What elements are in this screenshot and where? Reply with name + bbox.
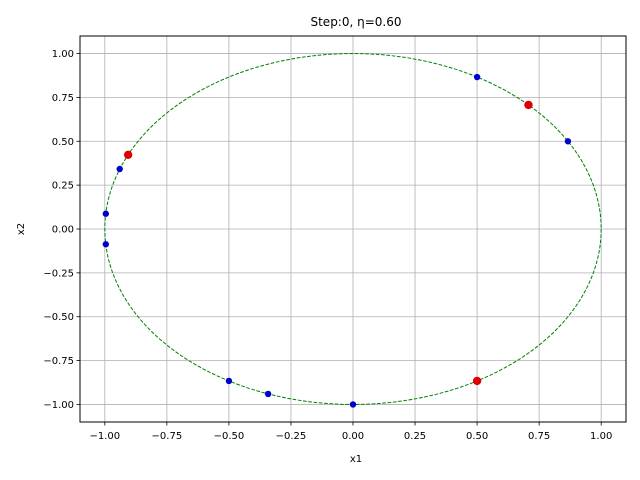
x-tick-label: 0.25 xyxy=(404,431,426,442)
blue-data-point xyxy=(102,241,110,248)
x-tick-label: 0.00 xyxy=(342,431,364,442)
y-tick-label: 0.50 xyxy=(52,137,74,148)
y-tick-label: −1.00 xyxy=(43,400,74,411)
blue-data-point xyxy=(116,165,123,173)
blue-data-point xyxy=(102,210,110,217)
x-tick-label: 0.75 xyxy=(528,431,550,442)
x-tick-label: 1.00 xyxy=(590,431,612,442)
y-tick-label: −0.75 xyxy=(43,356,74,367)
red-data-point xyxy=(472,376,482,386)
y-tick-label: 0.25 xyxy=(52,181,74,192)
blue-data-point xyxy=(264,390,272,398)
y-tick-label: 0.00 xyxy=(52,225,74,236)
red-data-point xyxy=(123,150,133,159)
blue-data-point xyxy=(564,138,572,145)
y-axis-label: x2 xyxy=(16,223,27,235)
y-tick-label: 0.75 xyxy=(52,93,74,104)
red-data-point xyxy=(524,100,533,110)
y-axis-ticks: 1.00 0.75 0.50 0.25 0.00 −0.25 −0.50 −0.75 −1.00 xyxy=(43,49,80,411)
blue-data-point xyxy=(225,377,233,385)
data-points xyxy=(102,73,572,408)
y-tick-label: −0.25 xyxy=(43,268,74,279)
x-tick-label: −0.50 xyxy=(214,431,245,442)
x-axis-ticks: −1.00 −0.75 −0.50 −0.25 0.00 0.25 0.50 0.75 1.00 xyxy=(89,422,612,442)
x-tick-label: −1.00 xyxy=(89,431,120,442)
x-tick-label: −0.25 xyxy=(276,431,307,442)
x-tick-label: −0.75 xyxy=(152,431,183,442)
y-tick-label: 1.00 xyxy=(52,49,74,60)
blue-data-point xyxy=(473,73,481,81)
x-axis-label: x1 xyxy=(350,454,362,465)
chart-title: Step:0, η=0.60 xyxy=(310,15,401,29)
y-tick-label: −0.50 xyxy=(43,312,74,323)
blue-data-point xyxy=(349,401,357,408)
x-tick-label: 0.50 xyxy=(466,431,488,442)
